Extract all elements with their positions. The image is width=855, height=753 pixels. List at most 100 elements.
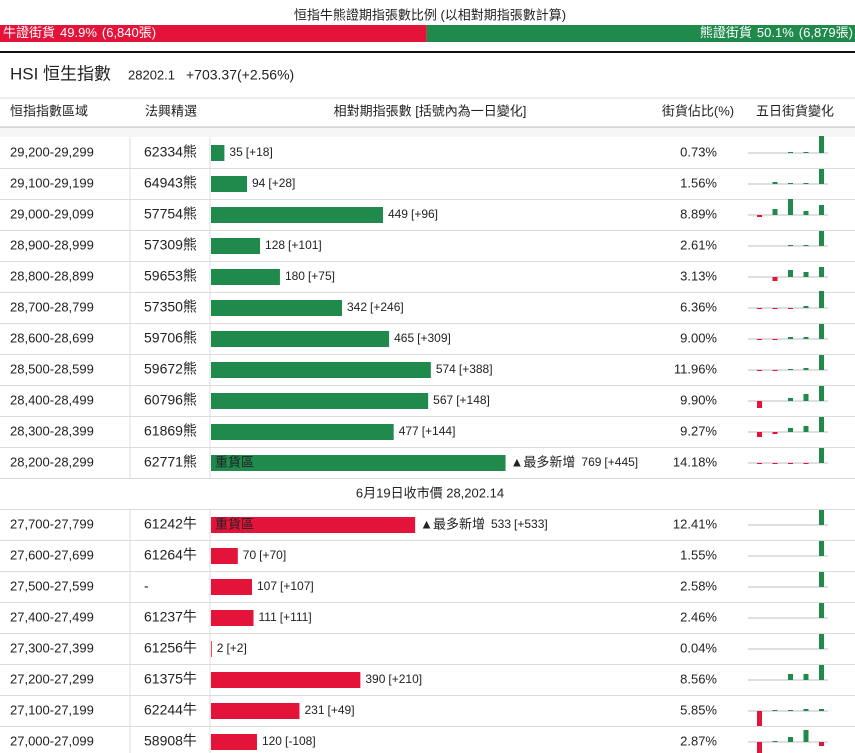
one-day-change: [+210] bbox=[388, 672, 422, 686]
one-day-change: [+388] bbox=[459, 362, 493, 376]
contract-bar bbox=[211, 703, 300, 719]
spark-bar bbox=[819, 136, 824, 153]
share: 1.56% bbox=[680, 175, 717, 190]
spark-bar bbox=[788, 199, 793, 215]
contract-count: 567 bbox=[433, 393, 453, 407]
share: 3.13% bbox=[680, 268, 717, 283]
bear-share-bar bbox=[426, 25, 855, 42]
contract-count: 35 bbox=[229, 145, 243, 159]
contract-count: 465 bbox=[394, 331, 414, 345]
contract-bar bbox=[211, 734, 257, 750]
bull-share-count: (6,840張) bbox=[102, 25, 156, 40]
share: 1.55% bbox=[680, 547, 717, 562]
spark-bar bbox=[757, 308, 762, 309]
spark-bar bbox=[757, 215, 762, 217]
spark-bar bbox=[803, 463, 809, 464]
close-price-divider: 6月19日收市價 28,202.14 bbox=[356, 485, 504, 500]
contract-bar bbox=[211, 331, 390, 347]
contract-bar bbox=[211, 517, 416, 533]
share: 0.04% bbox=[680, 640, 717, 655]
spark-bar bbox=[772, 209, 778, 215]
spark-bar bbox=[803, 152, 809, 153]
warrant-code: 61237牛 bbox=[144, 609, 197, 625]
spark-bar bbox=[757, 401, 762, 408]
heavy-tag: 重貨區 bbox=[215, 454, 254, 469]
spark-bar bbox=[788, 463, 793, 464]
spark-bar bbox=[788, 674, 793, 680]
one-day-change: [+2] bbox=[226, 641, 246, 655]
one-day-change: [+111] bbox=[280, 610, 312, 624]
spark-bar bbox=[819, 448, 824, 463]
column-header: 相對期指張數 [括號內為一日變化] bbox=[334, 103, 527, 118]
contract-bar bbox=[211, 238, 261, 254]
contract-bar bbox=[211, 145, 225, 161]
spark-bar bbox=[803, 272, 809, 277]
one-day-change: [+75] bbox=[308, 269, 335, 283]
contract-count: 574 bbox=[436, 362, 456, 376]
contract-bar bbox=[211, 455, 506, 471]
one-day-change: [+96] bbox=[411, 207, 438, 221]
spark-bar bbox=[819, 355, 824, 370]
contract-count: 107 bbox=[257, 579, 277, 593]
range: 28,700-28,799 bbox=[10, 299, 94, 314]
spark-bar bbox=[772, 339, 778, 340]
index-name: HSI 恒生指數 bbox=[10, 64, 111, 83]
spark-bar bbox=[819, 634, 824, 649]
spark-bar bbox=[819, 603, 824, 618]
one-day-change: [+18] bbox=[246, 145, 273, 159]
spark-bar bbox=[772, 277, 778, 281]
range: 27,000-27,099 bbox=[10, 733, 94, 748]
one-day-change: [+445] bbox=[604, 455, 638, 469]
contract-bar bbox=[211, 362, 431, 378]
one-day-change: [+148] bbox=[456, 393, 490, 407]
spark-bar bbox=[819, 742, 824, 746]
contract-count: 390 bbox=[365, 672, 385, 686]
spark-bar bbox=[819, 510, 824, 525]
bull-share-share_label: 49.9% bbox=[60, 25, 97, 40]
one-day-change: [+28] bbox=[268, 176, 295, 190]
contract-count: 180 bbox=[285, 269, 305, 283]
share: 9.90% bbox=[680, 392, 717, 407]
range: 27,600-27,699 bbox=[10, 547, 94, 562]
spark-bar bbox=[819, 291, 824, 308]
spark-bar bbox=[788, 398, 793, 401]
range: 28,500-28,599 bbox=[10, 361, 94, 376]
spark-bar bbox=[803, 394, 809, 401]
range: 28,300-28,399 bbox=[10, 423, 94, 438]
contract-bar bbox=[211, 424, 394, 440]
spark-bar bbox=[757, 711, 762, 726]
share: 8.89% bbox=[680, 206, 717, 221]
one-day-change: [+246] bbox=[370, 300, 404, 314]
spark-bar bbox=[803, 426, 809, 432]
range: 28,900-28,999 bbox=[10, 237, 94, 252]
contract-count: 533 bbox=[491, 517, 511, 531]
spark-bar bbox=[788, 245, 793, 246]
contract-count: 342 bbox=[347, 300, 367, 314]
spark-bar bbox=[757, 742, 762, 753]
spark-bar bbox=[772, 308, 778, 309]
page-title: 恒指牛熊證期指張數比例 (以相對期指張數計算) bbox=[294, 7, 566, 22]
spark-bar bbox=[819, 541, 824, 556]
range: 28,200-28,299 bbox=[10, 454, 94, 469]
column-header: 法興精選 bbox=[145, 103, 197, 118]
contract-bar bbox=[211, 548, 238, 564]
warrant-code: 60796熊 bbox=[144, 392, 197, 408]
warrant-code: 57754熊 bbox=[144, 206, 197, 222]
spark-bar bbox=[803, 674, 809, 680]
warrant-code: 59672熊 bbox=[144, 361, 197, 377]
spark-bar bbox=[819, 665, 824, 680]
spark-bar bbox=[772, 710, 778, 711]
warrant-code: 62244牛 bbox=[144, 702, 197, 718]
spark-bar bbox=[788, 183, 793, 184]
contract-bar bbox=[211, 610, 254, 626]
range: 27,100-27,199 bbox=[10, 702, 94, 717]
column-header: 五日街貨變化 bbox=[756, 103, 834, 118]
one-day-change: [+101] bbox=[288, 238, 322, 252]
warrant-code: 64943熊 bbox=[144, 175, 197, 191]
spark-bar bbox=[772, 182, 778, 184]
spark-bar bbox=[757, 370, 762, 371]
one-day-change: [-108] bbox=[285, 734, 316, 748]
one-day-change: [+533] bbox=[514, 517, 548, 531]
contract-count: 769 bbox=[581, 455, 601, 469]
